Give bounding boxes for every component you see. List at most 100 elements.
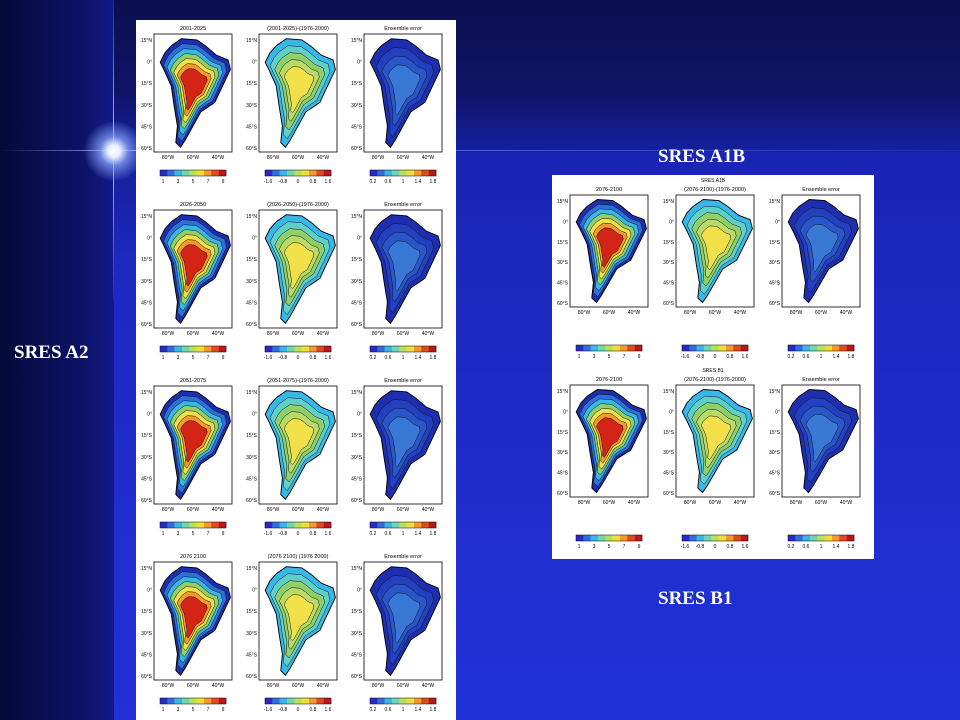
map-panel: 15°N 0° 15°S 30°S 45°S 60°S 80°W 60°W 40°W bbox=[351, 561, 443, 689]
colorbar-frame bbox=[369, 169, 437, 177]
lon-tick-label: 40°W bbox=[317, 331, 330, 337]
colorbar-swatch bbox=[414, 170, 422, 176]
colorbar-swatch bbox=[810, 535, 818, 541]
colorbar-swatch bbox=[167, 346, 175, 352]
lat-tick-label: 0° bbox=[252, 412, 257, 418]
colorbar-swatch bbox=[272, 170, 280, 176]
colorbar-tick-label: 5 bbox=[192, 707, 195, 713]
colorbar-swatch bbox=[182, 170, 190, 176]
colorbar-swatch bbox=[421, 346, 429, 352]
map-contour-band bbox=[700, 415, 732, 460]
lon-tick-label: 80°W bbox=[372, 331, 385, 337]
colorbar-tick-label: 0 bbox=[714, 354, 717, 360]
colorbar-swatch bbox=[377, 698, 385, 704]
figure-sres-a1b-b1-map-grid: SRES A1B 2076-2100 15°N 0° 15°S 30°S 45°S 60°S 8… bbox=[552, 175, 874, 559]
colorbar-swatch bbox=[377, 522, 385, 528]
lat-tick-label: 15°N bbox=[557, 199, 569, 205]
colorbar-swatch bbox=[718, 535, 727, 541]
lat-tick-label: 15°S bbox=[246, 433, 258, 439]
colorbar-tick-label: -1.6 bbox=[264, 531, 273, 537]
colorbar-swatch bbox=[182, 346, 190, 352]
lon-tick-label: 80°W bbox=[267, 507, 280, 513]
colorbar-swatch bbox=[204, 346, 212, 352]
colorbar-tick-label: 1 bbox=[402, 355, 405, 361]
colorbar-swatch bbox=[718, 345, 727, 351]
colorbar-tick-label: 0.6 bbox=[385, 531, 392, 537]
lon-tick-label: 80°W bbox=[578, 310, 591, 316]
colorbar-tick-label: 1.6 bbox=[325, 531, 332, 537]
lon-tick-label: 40°W bbox=[734, 310, 747, 316]
lon-tick-label: 80°W bbox=[372, 507, 385, 513]
map-panel: 15°N 0° 15°S 30°S 45°S 60°S 80°W 60°W 40°W bbox=[663, 384, 755, 506]
colorbar-swatch bbox=[846, 535, 855, 541]
map-panel: 15°N 0° 15°S 30°S 45°S 60°S 80°W 60°W 40°W bbox=[351, 385, 443, 513]
colorbar-swatch bbox=[196, 170, 205, 176]
colorbar-tick-label: 3 bbox=[177, 179, 180, 185]
lon-tick-label: 80°W bbox=[162, 507, 175, 513]
colorbar-swatch bbox=[189, 698, 197, 704]
colorbar-swatch bbox=[294, 170, 302, 176]
colorbar-tick-label: 5 bbox=[192, 179, 195, 185]
colorbar: 1 3 5 7 9 bbox=[159, 697, 227, 713]
colorbar-tick-label: 0.6 bbox=[385, 707, 392, 713]
lon-tick-label: 40°W bbox=[628, 500, 641, 506]
lon-tick-label: 80°W bbox=[684, 500, 697, 506]
colorbar-swatch bbox=[605, 345, 613, 351]
lat-tick-label: 15°N bbox=[351, 566, 363, 572]
colorbar-swatch bbox=[160, 346, 168, 352]
colorbar-swatch bbox=[846, 345, 855, 351]
colorbar-swatch bbox=[287, 346, 295, 352]
map-panel: 15°N 0° 15°S 30°S 45°S 60°S 80°W 60°W 40°W bbox=[769, 384, 861, 506]
lon-tick-label: 40°W bbox=[734, 500, 747, 506]
colorbar-swatch bbox=[174, 698, 183, 704]
lon-tick-label: 60°W bbox=[397, 331, 410, 337]
colorbar: 1 3 5 7 9 bbox=[575, 344, 643, 360]
lat-tick-label: 15°S bbox=[351, 257, 363, 263]
lat-tick-label: 60°S bbox=[246, 498, 258, 504]
colorbar-swatch bbox=[316, 522, 324, 528]
colorbar-swatch bbox=[287, 522, 295, 528]
lon-tick-label: 40°W bbox=[422, 683, 435, 689]
colorbar-swatch bbox=[211, 522, 219, 528]
map-panel: 15°N 0° 15°S 30°S 45°S 60°S 80°W 60°W 40°W bbox=[246, 33, 338, 161]
colorbar-swatch bbox=[627, 345, 635, 351]
colorbar-tick-label: -0.8 bbox=[696, 354, 705, 360]
colorbar-swatch bbox=[279, 522, 288, 528]
lat-tick-label: 45°S bbox=[141, 124, 153, 130]
colorbar-frame bbox=[159, 521, 227, 529]
lat-tick-label: 30°S bbox=[351, 103, 363, 109]
panel-title: Ensemble error bbox=[384, 554, 422, 560]
colorbar-tick-label: -1.6 bbox=[681, 354, 690, 360]
colorbar-swatch bbox=[377, 346, 385, 352]
colorbar-swatch bbox=[370, 346, 378, 352]
figure-sres-a2-map-grid: 2001-2025 15°N 0° 15°S 30°S 45°S 60°S 80°W 60°W 4… bbox=[136, 20, 456, 720]
lat-tick-label: 60°S bbox=[663, 301, 675, 307]
colorbar-swatch bbox=[392, 522, 400, 528]
lat-tick-label: 30°S bbox=[557, 260, 569, 266]
lat-tick-label: 45°S bbox=[141, 652, 153, 658]
lat-tick-label: 60°S bbox=[663, 491, 675, 497]
colorbar-swatch bbox=[309, 522, 317, 528]
lon-tick-label: 40°W bbox=[422, 155, 435, 161]
colorbar-frame bbox=[575, 344, 643, 352]
map-contour-band bbox=[596, 227, 624, 268]
lat-tick-label: 15°S bbox=[141, 257, 153, 263]
colorbar-tick-label: 5 bbox=[608, 354, 611, 360]
lat-tick-label: 60°S bbox=[351, 322, 363, 328]
colorbar-swatch bbox=[287, 170, 295, 176]
colorbar-tick-label: 1.4 bbox=[415, 355, 422, 361]
colorbar-tick-label: 1.4 bbox=[415, 531, 422, 537]
lat-tick-label: 30°S bbox=[769, 260, 781, 266]
colorbar-swatch bbox=[406, 170, 415, 176]
lat-tick-label: 45°S bbox=[663, 281, 675, 287]
colorbar-swatch bbox=[323, 522, 332, 528]
colorbar-tick-label: 1 bbox=[820, 354, 823, 360]
colorbar-tick-label: 1.8 bbox=[430, 531, 437, 537]
colorbar-tick-label: 1 bbox=[402, 531, 405, 537]
colorbar-tick-label: 7 bbox=[207, 179, 210, 185]
map-coastline bbox=[575, 389, 647, 494]
colorbar-tick-label: 7 bbox=[207, 707, 210, 713]
colorbar-swatch bbox=[287, 698, 295, 704]
lat-tick-label: 30°S bbox=[246, 103, 258, 109]
map-contour-band bbox=[387, 416, 421, 468]
